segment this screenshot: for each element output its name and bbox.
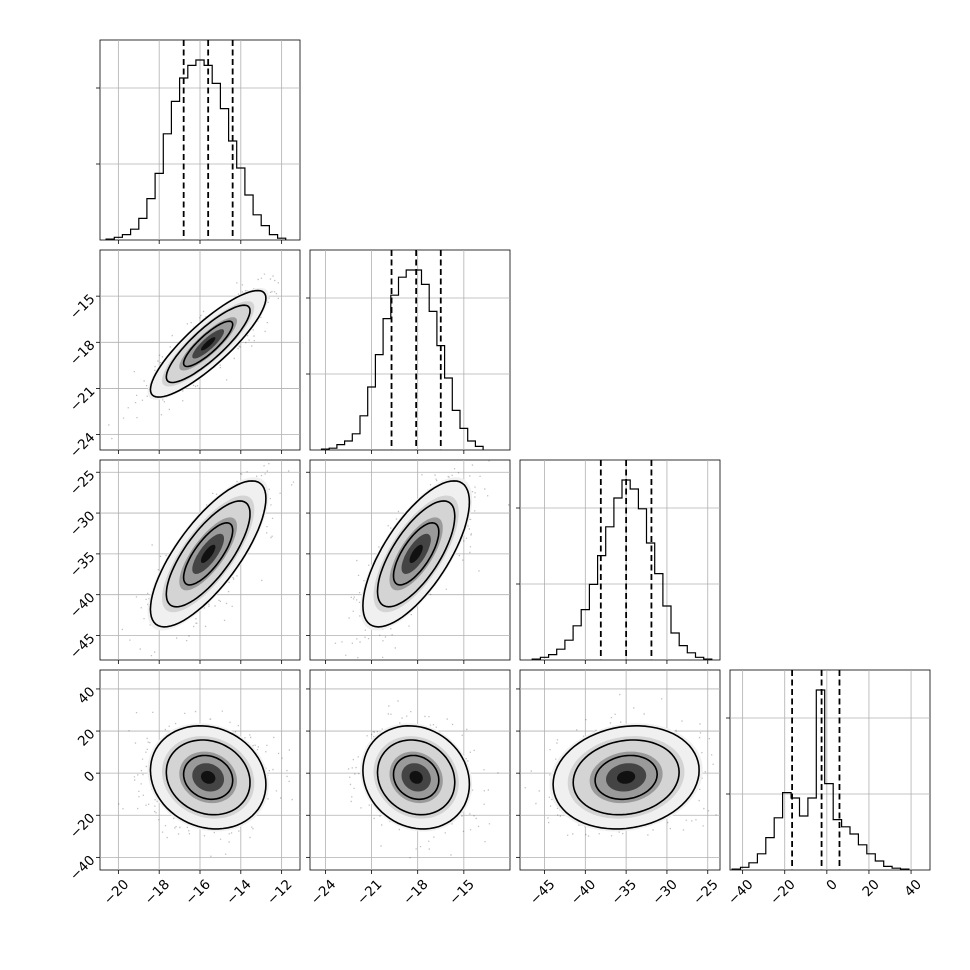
contour-line	[392, 521, 440, 586]
y-tick-label: −15	[67, 291, 98, 322]
x-tick-label: −20	[101, 877, 132, 908]
y-tick-label: −20	[67, 810, 98, 841]
x-tick-label: −40	[725, 877, 756, 908]
scatter-panel-2-1: −24 −21 −18 −15	[67, 249, 301, 461]
histogram-panel-4: −40 −20 0 20 40	[725, 669, 931, 908]
scatter-points	[121, 463, 295, 657]
scatter-points	[108, 273, 279, 440]
histogram-panel-1	[96, 39, 301, 244]
y-tick-label: −25	[67, 467, 98, 498]
gridlines	[310, 250, 510, 450]
contour-line	[376, 500, 456, 608]
y-tick-label: −40	[67, 590, 98, 621]
scatter-points	[118, 710, 293, 857]
x-tick-label: −14	[223, 877, 254, 908]
x-tick-label: −40	[568, 877, 599, 908]
x-tick-label: 0	[823, 877, 840, 894]
contour-line	[182, 320, 234, 368]
density-level	[200, 544, 216, 563]
contour-line	[149, 289, 267, 398]
density-level	[617, 770, 636, 784]
histogram-panel-2	[306, 249, 511, 454]
gridlines	[520, 460, 720, 660]
contour-line	[594, 754, 659, 801]
histogram-step	[531, 479, 713, 660]
x-tick-label: −21	[354, 877, 385, 908]
x-tick-label: −30	[649, 877, 680, 908]
panel-frame	[309, 459, 511, 661]
x-tick-label: 20	[859, 877, 882, 900]
histogram-panel-3	[516, 459, 721, 664]
y-tick-label: −40	[67, 852, 98, 883]
x-tick-label: 40	[901, 877, 924, 900]
scatter-panel-4-2: −24 −21 −18 −15	[306, 669, 511, 908]
x-tick-label: −25	[690, 877, 721, 908]
contour-line	[182, 521, 234, 586]
scatter-points	[347, 700, 499, 859]
gridlines	[730, 670, 930, 870]
scatter-points	[334, 460, 510, 660]
y-tick-label: 20	[75, 726, 98, 749]
y-tick-label: −21	[67, 384, 98, 415]
y-tick-label: −18	[67, 337, 98, 368]
scatter-panel-3-1: −45 −40 −35 −30 −25	[67, 459, 301, 664]
contour-line	[376, 739, 456, 816]
histogram-step	[731, 689, 910, 870]
density-level	[200, 770, 216, 784]
y-tick-label: 40	[75, 684, 98, 707]
x-tick-label: −16	[182, 877, 213, 908]
x-tick-label: −12	[264, 877, 295, 908]
histogram-step	[105, 59, 287, 240]
x-tick-label: −20	[767, 877, 798, 908]
x-tick-label: −24	[308, 877, 339, 908]
x-tick-label: −15	[446, 877, 477, 908]
x-tick-label: −18	[142, 877, 173, 908]
panel-frame	[519, 459, 721, 661]
x-tick-label: −18	[400, 877, 431, 908]
y-tick-label: −45	[67, 631, 98, 662]
contour-line	[362, 724, 471, 830]
panel-frame	[519, 669, 721, 871]
contour-line	[572, 739, 680, 816]
y-tick-label: 0	[81, 768, 98, 785]
panel-frame	[309, 249, 511, 451]
y-tick-label: −35	[67, 549, 98, 580]
contour-line	[165, 500, 251, 608]
contour-line	[165, 304, 251, 384]
contour-line	[552, 724, 700, 830]
panel-frame	[309, 669, 511, 871]
gridlines	[100, 40, 300, 240]
contour-line	[149, 480, 267, 628]
scatter-panel-4-3: −45 −40 −35 −30 −25	[516, 669, 722, 908]
histogram-step	[320, 269, 484, 450]
contour-line	[182, 754, 234, 801]
contour-line	[392, 754, 440, 801]
density-level	[409, 770, 423, 784]
panel-frame	[729, 669, 931, 871]
contour-line	[362, 480, 471, 628]
contour-line	[165, 739, 251, 816]
x-tick-label: −45	[527, 877, 558, 908]
y-tick-label: −30	[67, 508, 98, 539]
density-level	[200, 337, 216, 351]
x-tick-label: −35	[609, 877, 640, 908]
scatter-points	[524, 693, 717, 837]
contour-line	[149, 724, 267, 830]
scatter-panel-3-2	[306, 459, 511, 664]
y-tick-label: −24	[67, 430, 98, 461]
density-level	[409, 544, 423, 563]
